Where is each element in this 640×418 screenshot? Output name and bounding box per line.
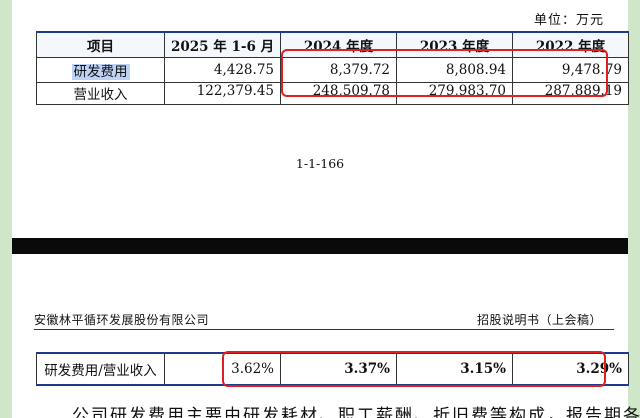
row-label: 研发费用 bbox=[36, 56, 165, 83]
header-item: 项目 bbox=[36, 31, 165, 58]
page-divider bbox=[12, 238, 628, 254]
header-2023: 2023 年度 bbox=[396, 31, 513, 58]
table-cell: 4,428.75 bbox=[164, 56, 281, 83]
document-page-bottom: 安徽林平循环发展股份有限公司 招股说明书（上会稿） 研发费用/营业收入 3.62… bbox=[12, 254, 640, 418]
table-cell: 8,808.94 bbox=[396, 56, 513, 83]
company-name: 安徽林平循环发展股份有限公司 bbox=[34, 313, 210, 327]
highlight-box-top bbox=[281, 49, 608, 97]
row-label: 营业收入 bbox=[36, 81, 165, 105]
table-cell: 248,509.78 bbox=[280, 81, 397, 105]
header-rule bbox=[34, 329, 614, 330]
table-row-rd-expense: 研发费用 4,428.75 8,379.72 8,808.94 9,478.79 bbox=[36, 56, 629, 83]
cut-off-paragraph: 公司研发费用主要由研发耗材、职工薪酬、折旧费等构成，报告期各期 bbox=[72, 406, 640, 418]
highlight-box-bottom bbox=[222, 351, 606, 387]
table-cell: 122,379.45 bbox=[164, 81, 281, 105]
rd-expense-table: 项目 2025 年 1-6 月 2024 年度 2023 年度 2022 年度 … bbox=[36, 31, 629, 105]
selected-text[interactable]: 研发费用 bbox=[71, 63, 130, 80]
row-label: 研发费用/营业收入 bbox=[36, 352, 165, 386]
header-2024: 2024 年度 bbox=[280, 31, 397, 58]
page-number: 1-1-166 bbox=[295, 156, 345, 171]
document-page-top: 单位：万元 项目 2025 年 1-6 月 2024 年度 2023 年度 20… bbox=[12, 0, 629, 238]
rd-ratio-table: 研发费用/营业收入 3.62% 3.37% 3.15% 3.29% bbox=[36, 352, 629, 386]
table-cell: 3.15% bbox=[396, 352, 513, 386]
table-cell: 3.29% bbox=[512, 352, 629, 386]
header-2025h1: 2025 年 1-6 月 bbox=[164, 31, 281, 58]
table-cell: 3.37% bbox=[280, 352, 397, 386]
table-cell: 8,379.72 bbox=[280, 56, 397, 83]
document-title: 招股说明书（上会稿） bbox=[476, 313, 602, 327]
table-header-row: 项目 2025 年 1-6 月 2024 年度 2023 年度 2022 年度 bbox=[36, 31, 629, 58]
table-cell: 279,983.70 bbox=[396, 81, 513, 105]
unit-label: 单位：万元 bbox=[533, 13, 604, 28]
table-row-rd-ratio: 研发费用/营业收入 3.62% 3.37% 3.15% 3.29% bbox=[36, 352, 629, 386]
